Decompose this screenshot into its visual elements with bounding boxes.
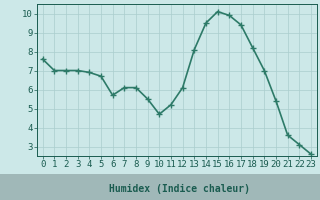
Text: Humidex (Indice chaleur): Humidex (Indice chaleur) — [109, 184, 250, 194]
